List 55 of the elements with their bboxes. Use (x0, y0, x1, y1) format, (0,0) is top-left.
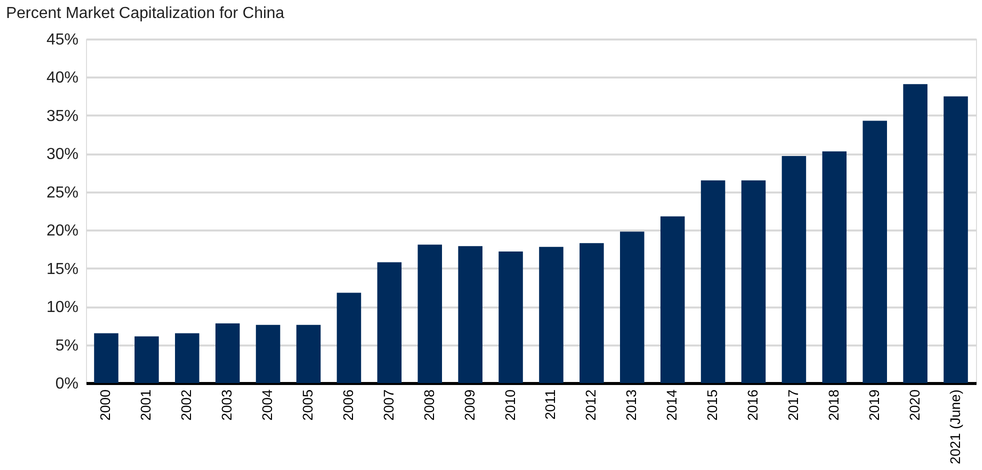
bar (498, 252, 523, 383)
y-tick-label: 15% (46, 260, 78, 278)
x-tick-label: 2009 (461, 389, 478, 421)
bar (660, 216, 685, 383)
x-tick-label: 2001 (138, 389, 154, 421)
x-tick-label: 2005 (300, 389, 316, 421)
x-tick-label: 2000 (97, 389, 114, 421)
y-tick-label: 40% (46, 70, 78, 87)
x-tick-label: 2018 (825, 389, 842, 421)
y-tick-label: 35% (46, 108, 78, 125)
bar (782, 156, 806, 383)
x-tick-label: 2021 (June) (946, 390, 963, 464)
bar (215, 323, 240, 383)
x-tick-label: 2007 (380, 389, 396, 421)
bar (134, 336, 159, 383)
bar (175, 333, 200, 383)
y-tick-label: 10% (46, 299, 78, 316)
bar (539, 246, 564, 383)
bar (580, 243, 604, 383)
x-tick-label: 2003 (218, 389, 235, 421)
bar (377, 262, 402, 383)
bar (620, 232, 644, 383)
bar (822, 151, 847, 383)
bar (458, 246, 482, 383)
x-tick-label: 2019 (866, 389, 882, 421)
y-tick-label: 30% (46, 146, 78, 164)
chart-title: Percent Market Capitalization for China (6, 5, 284, 22)
y-tick-label: 0% (55, 376, 78, 392)
bar (944, 96, 968, 383)
bar (700, 180, 726, 383)
x-tick-label: 2008 (420, 389, 437, 421)
bar (903, 84, 928, 383)
bar (336, 292, 362, 383)
bar (256, 324, 280, 383)
x-tick-label: 2004 (259, 389, 276, 421)
bar (741, 180, 766, 383)
y-tick-label: 20% (46, 222, 78, 240)
x-tick-label: 2014 (664, 389, 680, 421)
y-tick-label: 5% (55, 337, 78, 354)
x-tick-label: 2011 (542, 389, 558, 420)
x-tick-label: 2020 (906, 389, 922, 421)
x-tick-label: 2015 (704, 389, 720, 421)
y-tick-label: 45% (46, 32, 78, 48)
x-tick-label: 2012 (582, 389, 599, 421)
y-tick-label: 25% (46, 184, 78, 202)
x-tick-label: 2013 (623, 389, 640, 421)
x-tick-label: 2006 (340, 389, 356, 421)
bar (862, 120, 887, 383)
bar (418, 244, 442, 383)
bar (296, 324, 321, 383)
x-tick-label: 2002 (178, 389, 194, 421)
x-tick-label: 2017 (784, 389, 801, 421)
x-tick-label: 2016 (744, 389, 760, 421)
bar (94, 333, 118, 383)
x-tick-label: 2010 (502, 389, 518, 421)
